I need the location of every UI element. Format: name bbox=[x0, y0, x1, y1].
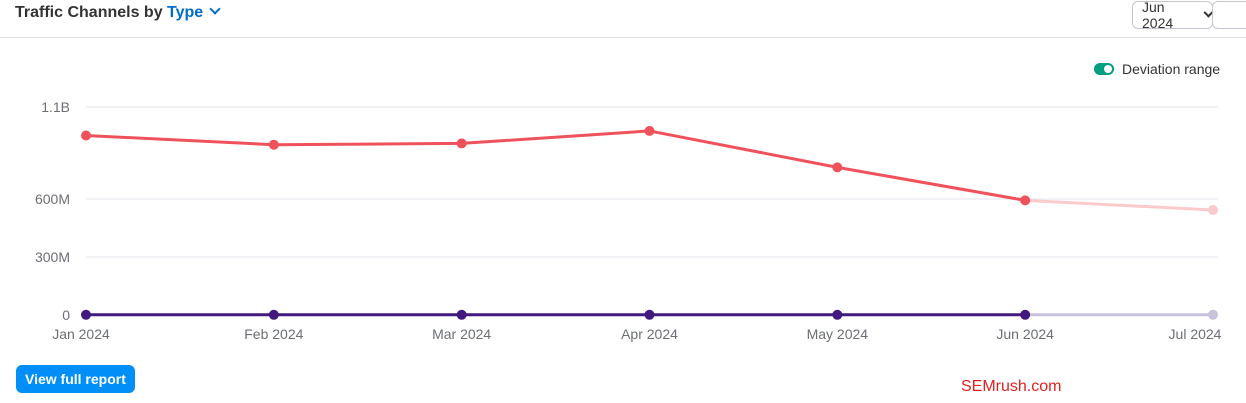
data-point bbox=[81, 130, 91, 141]
x-tick-label: Feb 2024 bbox=[244, 326, 303, 342]
secondary-select[interactable] bbox=[1212, 1, 1246, 29]
data-point bbox=[644, 309, 655, 320]
y-tick-label: 300M bbox=[35, 249, 70, 265]
data-point bbox=[1208, 309, 1218, 320]
series-line bbox=[85, 129, 1026, 202]
data-point bbox=[268, 139, 279, 150]
title-prefix: Traffic Channels by bbox=[15, 4, 163, 21]
y-tick-label: 1.1B bbox=[41, 99, 70, 115]
type-dropdown[interactable]: Type bbox=[167, 3, 221, 21]
y-tick-label: 600M bbox=[35, 191, 70, 207]
data-point bbox=[832, 162, 843, 173]
widget-title: Traffic Channels by Type bbox=[15, 3, 221, 22]
data-point bbox=[1020, 309, 1031, 320]
x-tick-label: Jun 2024 bbox=[996, 326, 1054, 342]
data-point bbox=[268, 309, 279, 320]
deviation-range-label: Deviation range bbox=[1122, 61, 1221, 77]
y-tick-label: 0 bbox=[62, 307, 70, 323]
x-axis-ticks: Jan 2024 Feb 2024 Mar 2024 Apr 2024 May 2024… bbox=[52, 326, 1221, 342]
data-point bbox=[832, 309, 843, 320]
x-tick-label: Mar 2024 bbox=[432, 326, 491, 342]
x-tick-label: May 2024 bbox=[807, 326, 869, 342]
x-tick-label: Apr 2024 bbox=[621, 326, 678, 342]
y-axis-ticks: 0 300M 600M 1.1B bbox=[35, 99, 70, 323]
x-tick-label: Jan 2024 bbox=[52, 326, 110, 342]
deviation-range-toggle[interactable]: Deviation range bbox=[1094, 61, 1220, 77]
series-lines bbox=[81, 125, 1218, 320]
toggle-knob bbox=[1104, 65, 1112, 73]
x-tick-label: Jul 2024 bbox=[1169, 326, 1222, 342]
data-point bbox=[644, 125, 655, 136]
series-forecast-line bbox=[1025, 198, 1214, 212]
view-full-report-label: View full report bbox=[25, 371, 126, 387]
data-point bbox=[81, 309, 91, 320]
month-select-value: Jun 2024 bbox=[1142, 0, 1174, 31]
data-point bbox=[1020, 195, 1031, 206]
watermark: SEMrush.com bbox=[961, 378, 1062, 395]
data-point bbox=[1208, 205, 1218, 216]
toggle-switch[interactable] bbox=[1094, 63, 1114, 75]
view-full-report-button[interactable]: View full report bbox=[16, 365, 135, 393]
type-dropdown-label: Type bbox=[167, 4, 204, 21]
month-select[interactable]: Jun 2024 bbox=[1132, 0, 1214, 31]
header-divider bbox=[0, 37, 1246, 38]
data-point bbox=[456, 309, 467, 320]
data-point bbox=[456, 138, 467, 149]
